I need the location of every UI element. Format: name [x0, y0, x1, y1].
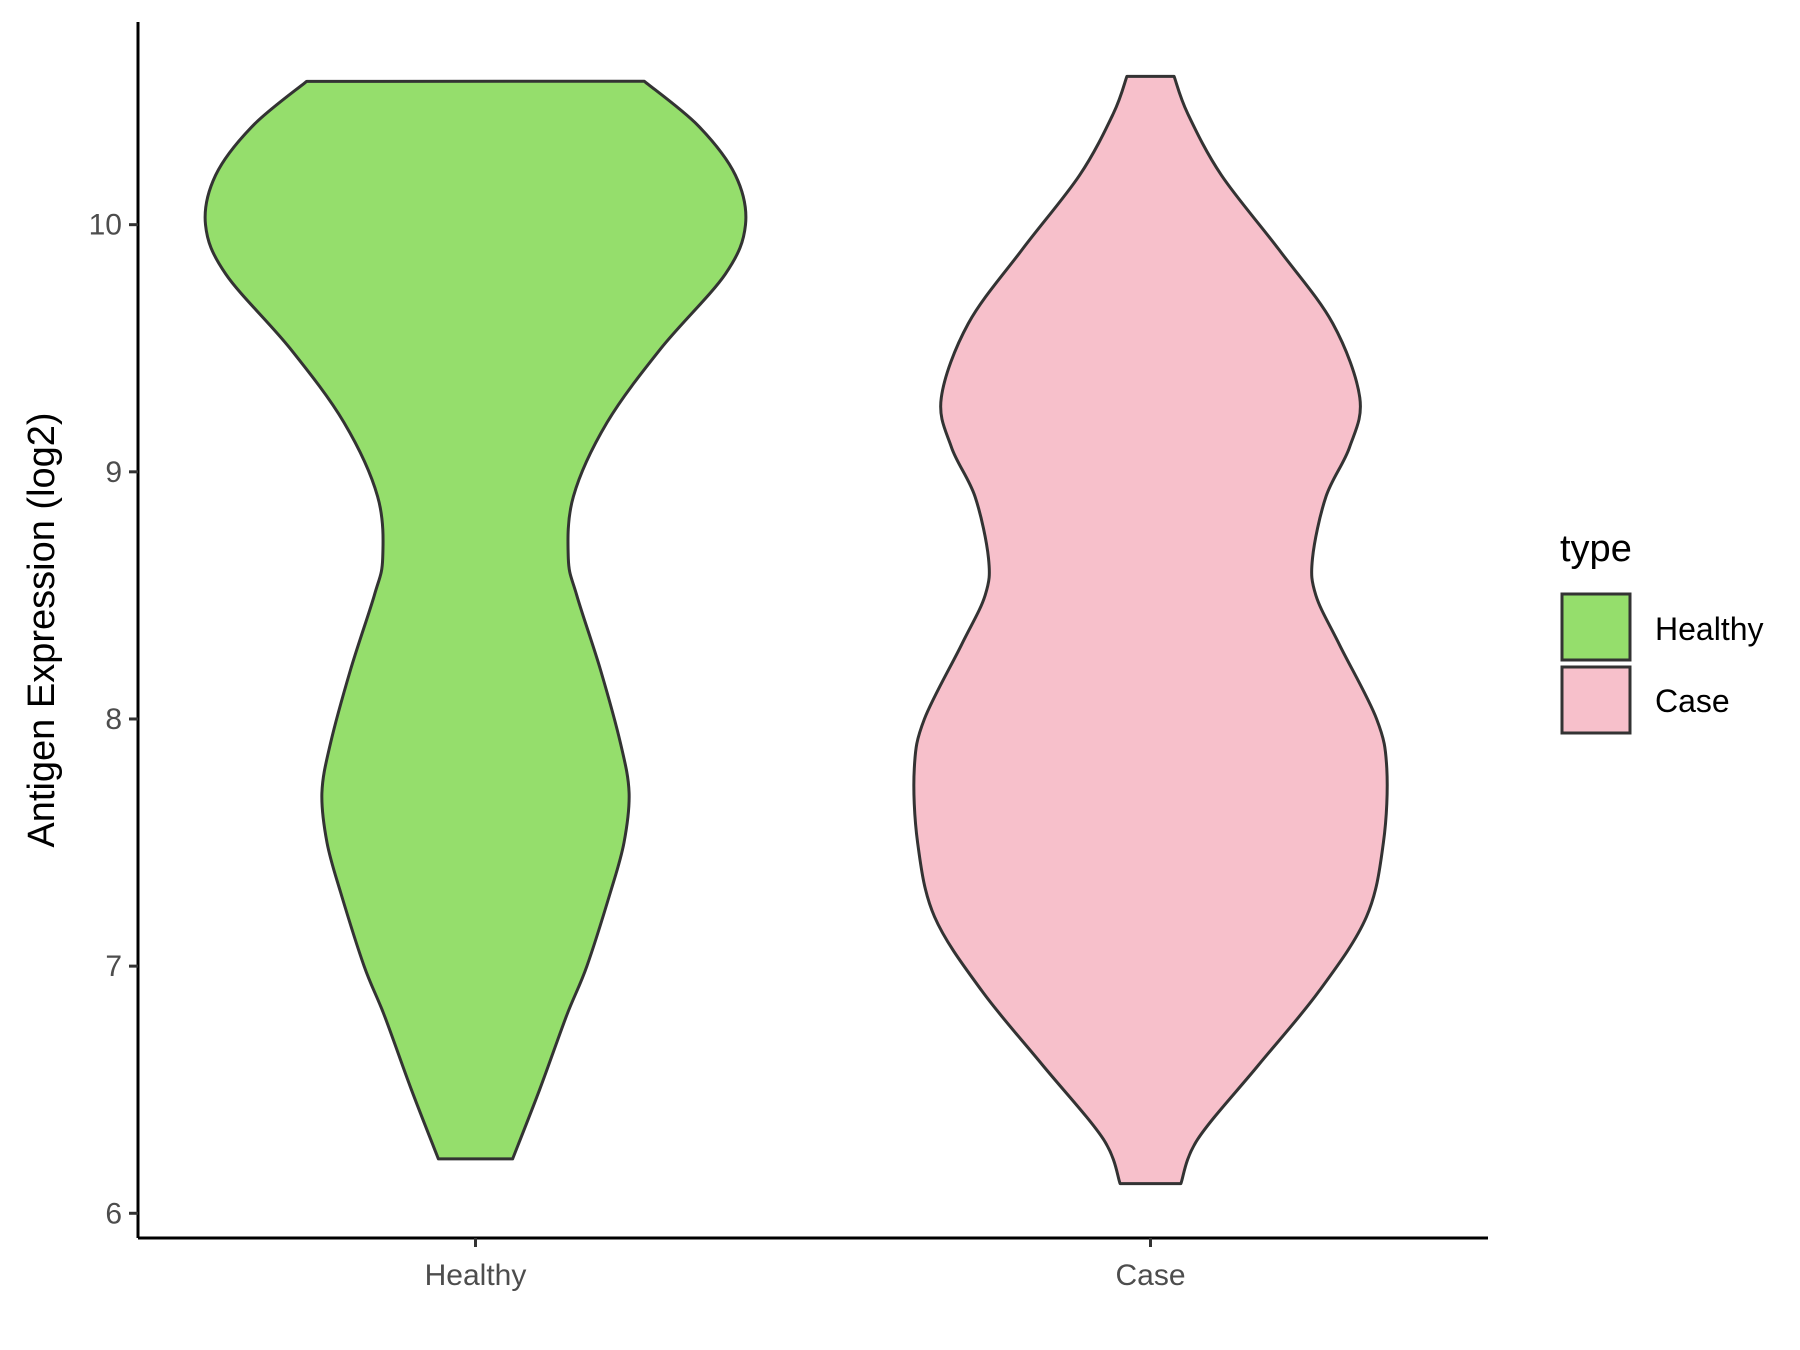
- x-tick-label: Case: [1115, 1259, 1185, 1292]
- x-tick-label: Healthy: [425, 1259, 527, 1292]
- y-tick-label: 9: [105, 456, 122, 489]
- x-ticks: Healthy Case: [425, 1238, 1186, 1292]
- y-tick-label: 7: [105, 950, 122, 983]
- legend-label-healthy: Healthy: [1655, 611, 1764, 647]
- y-ticks: 6 7 8 9 10: [89, 209, 138, 1230]
- violin-healthy: [203, 79, 748, 1161]
- y-tick-label: 6: [105, 1197, 122, 1230]
- legend-title: type: [1560, 528, 1632, 570]
- legend-label-case: Case: [1655, 683, 1730, 719]
- legend-swatch-case: [1560, 665, 1632, 735]
- legend-swatch-healthy: [1560, 592, 1632, 662]
- y-tick-label: 8: [105, 703, 122, 736]
- violin-case: [912, 74, 1389, 1186]
- y-axis-title: Antigen Expression (log2): [21, 412, 63, 847]
- legend: type Healthy Case: [1560, 528, 1764, 735]
- violin-layer: [203, 74, 1389, 1186]
- y-tick-label: 10: [89, 209, 122, 242]
